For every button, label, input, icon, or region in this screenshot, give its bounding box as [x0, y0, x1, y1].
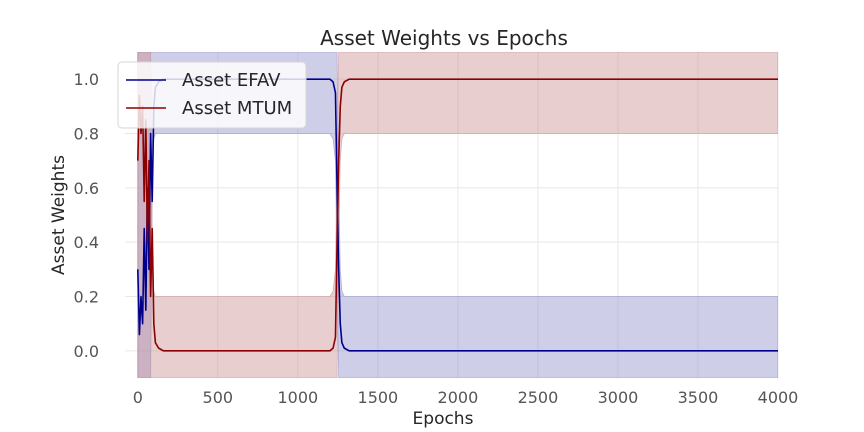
band-series-1: [137, 52, 778, 378]
x-tick-label: 2000: [438, 388, 479, 407]
y-tick-label: 0.2: [74, 288, 99, 307]
confidence-bands: [137, 52, 778, 378]
legend-label-efav: Asset EFAV: [182, 70, 281, 91]
x-axis-label: Epochs: [413, 409, 474, 429]
x-tick-label: 1000: [277, 388, 318, 407]
x-tick-label: 2500: [518, 388, 559, 407]
x-tick-label: 4000: [758, 388, 799, 407]
y-tick-label: 0.0: [74, 342, 99, 361]
y-tick-label: 0.8: [74, 125, 99, 144]
x-tick-label: 500: [203, 388, 234, 407]
x-tick-label: 3500: [678, 388, 719, 407]
x-axis-ticks: 0 500 1000 1500 2000 2500 3000 3500 4000: [133, 388, 799, 407]
y-tick-label: 0.4: [74, 233, 99, 252]
chart-title: Asset Weights vs Epochs: [320, 26, 568, 50]
legend: Asset EFAV Asset MTUM: [117, 61, 307, 129]
x-tick-label: 0: [133, 388, 143, 407]
x-tick-label: 3000: [598, 388, 639, 407]
y-tick-label: 1.0: [74, 70, 99, 89]
legend-box: [117, 61, 307, 129]
y-axis-ticks: 0.0 0.2 0.4 0.6 0.8 1.0: [74, 70, 99, 361]
band-series-0: [137, 52, 778, 378]
y-tick-label: 0.6: [74, 179, 99, 198]
line-series-1: [137, 78, 778, 352]
y-axis-label: Asset Weights: [49, 155, 69, 275]
legend-label-mtum: Asset MTUM: [182, 98, 292, 119]
x-tick-label: 1500: [358, 388, 399, 407]
